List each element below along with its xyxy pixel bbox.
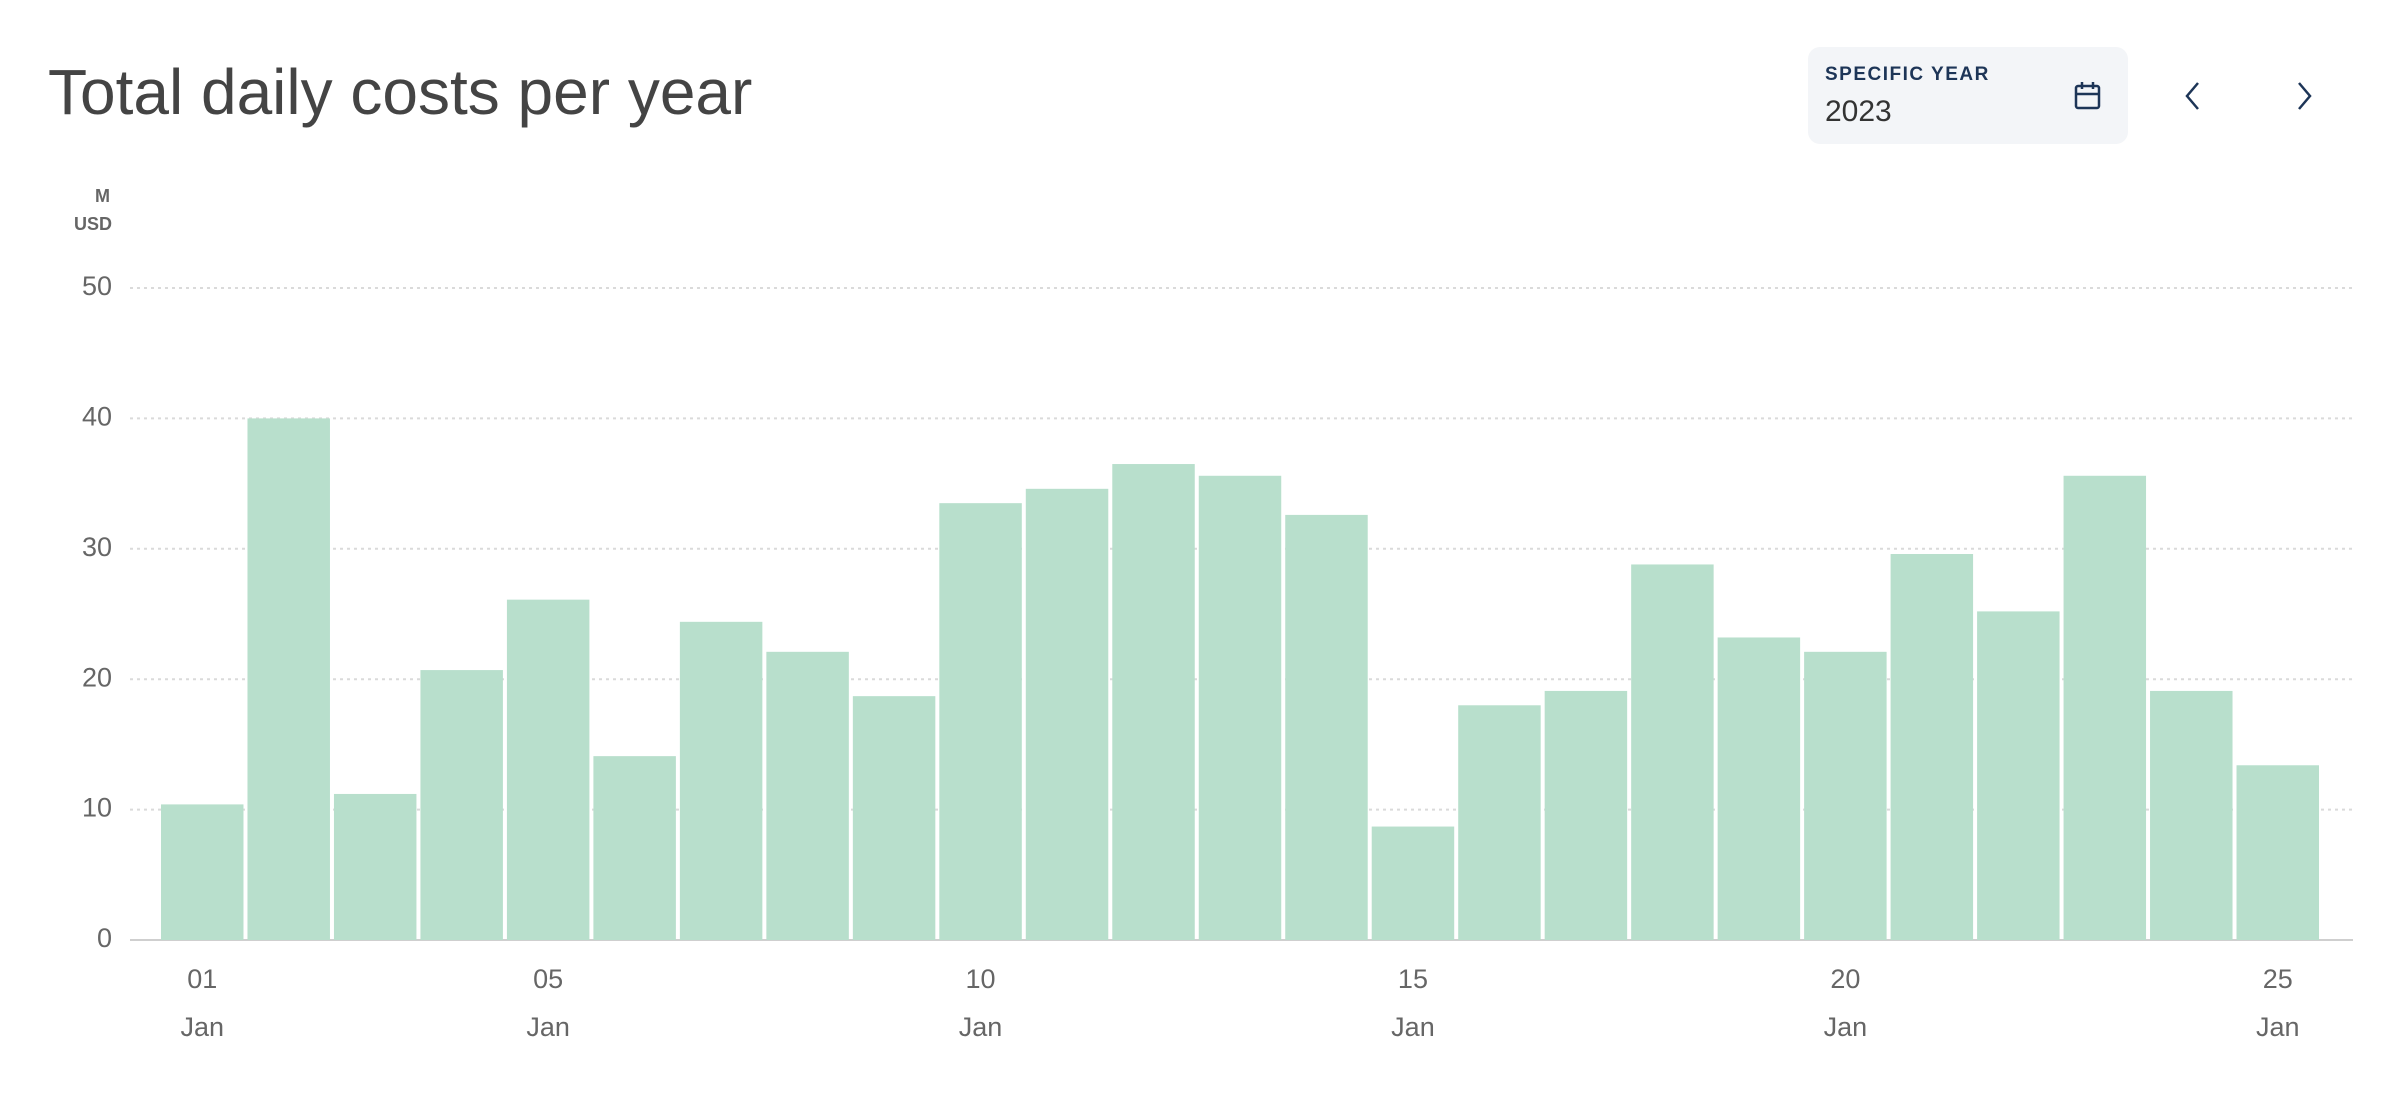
y-tick-label: 10 xyxy=(82,793,112,823)
next-year-button[interactable] xyxy=(2298,82,2312,110)
bar xyxy=(1371,826,1455,940)
bar xyxy=(420,670,503,940)
x-tick-label: 10 xyxy=(966,964,996,994)
y-tick-label: 40 xyxy=(82,402,112,432)
year-picker[interactable]: SPECIFIC YEAR 2023 xyxy=(1808,47,2128,144)
bar xyxy=(333,793,417,940)
x-tick-label: 25 xyxy=(2263,964,2293,994)
y-tick-label: 30 xyxy=(82,532,112,562)
bar xyxy=(2063,475,2147,940)
y-tick-label: 20 xyxy=(82,662,112,692)
bar xyxy=(766,651,849,940)
bar xyxy=(1285,514,1368,940)
bar xyxy=(2150,690,2233,940)
year-picker-label: SPECIFIC YEAR xyxy=(1825,64,1990,85)
previous-year-button[interactable] xyxy=(2185,82,2199,110)
x-tick-label: 20 xyxy=(1830,964,1860,994)
bar xyxy=(1458,705,1541,940)
bar xyxy=(1890,554,1974,940)
bar xyxy=(247,418,330,940)
bar xyxy=(593,756,676,940)
bar xyxy=(1112,464,1195,940)
y-unit-label: USD xyxy=(74,214,112,234)
y-tick-label: 50 xyxy=(82,271,112,301)
bar xyxy=(1977,611,2060,940)
bar xyxy=(1544,690,1628,940)
bar xyxy=(852,696,936,940)
x-tick-sublabel: Jan xyxy=(1824,1012,1868,1042)
x-tick-label: 05 xyxy=(533,964,563,994)
bar xyxy=(1025,488,1109,940)
bar xyxy=(1198,475,1282,940)
y-tick-label: 0 xyxy=(97,923,112,953)
x-tick-sublabel: Jan xyxy=(526,1012,570,1042)
x-tick-sublabel: Jan xyxy=(180,1012,224,1042)
chart-title: Total daily costs per year xyxy=(48,56,752,128)
y-unit-label: M xyxy=(95,186,110,206)
x-tick-sublabel: Jan xyxy=(2256,1012,2300,1042)
bar xyxy=(679,621,763,940)
bar xyxy=(939,503,1022,940)
x-tick-label: 15 xyxy=(1398,964,1428,994)
x-tick-sublabel: Jan xyxy=(959,1012,1003,1042)
year-picker-box[interactable] xyxy=(1808,47,2128,144)
bar xyxy=(2236,765,2319,940)
bar xyxy=(161,804,244,940)
bar xyxy=(506,599,590,940)
bar xyxy=(1717,637,1801,940)
bar xyxy=(1804,651,1887,940)
calendar-icon[interactable] xyxy=(2074,82,2101,110)
bar xyxy=(1631,564,1714,940)
x-tick-label: 01 xyxy=(187,964,217,994)
year-picker-value: 2023 xyxy=(1825,95,1892,128)
x-tick-sublabel: Jan xyxy=(1391,1012,1435,1042)
